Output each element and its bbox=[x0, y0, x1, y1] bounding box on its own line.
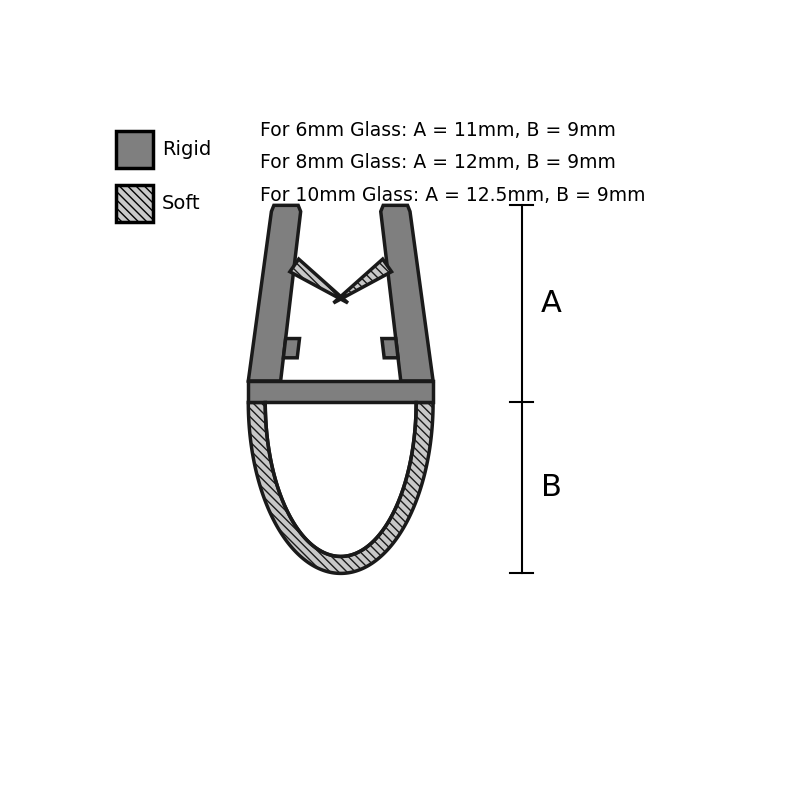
Text: For 8mm Glass: A = 12mm, B = 9mm: For 8mm Glass: A = 12mm, B = 9mm bbox=[260, 154, 616, 173]
Text: Soft: Soft bbox=[162, 194, 201, 214]
Text: For 6mm Glass: A = 11mm, B = 9mm: For 6mm Glass: A = 11mm, B = 9mm bbox=[260, 121, 616, 140]
Polygon shape bbox=[283, 338, 299, 358]
Text: Rigid: Rigid bbox=[162, 141, 211, 159]
Polygon shape bbox=[382, 338, 398, 358]
Bar bbox=[116, 131, 153, 168]
Polygon shape bbox=[266, 402, 416, 557]
Text: A: A bbox=[541, 290, 562, 318]
Polygon shape bbox=[381, 206, 433, 381]
Bar bbox=[116, 186, 153, 222]
Polygon shape bbox=[290, 259, 348, 303]
Text: B: B bbox=[541, 474, 562, 502]
Polygon shape bbox=[248, 402, 433, 574]
Polygon shape bbox=[248, 206, 301, 381]
Text: For 10mm Glass: A = 12.5mm, B = 9mm: For 10mm Glass: A = 12.5mm, B = 9mm bbox=[260, 186, 646, 205]
Polygon shape bbox=[334, 259, 391, 303]
Polygon shape bbox=[248, 381, 433, 402]
